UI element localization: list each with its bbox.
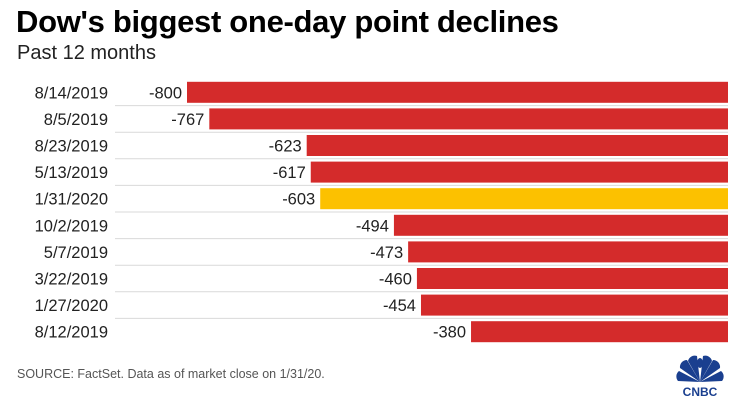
value-label: -473 [370,244,403,262]
bar [471,321,728,343]
bar [209,108,728,130]
category-label: 10/2/2019 [35,217,108,235]
logo-text: CNBC [683,385,718,399]
value-label: -454 [383,297,416,315]
category-label: 8/23/2019 [35,138,108,156]
bar [393,214,728,236]
chart-title: Dow's biggest one-day point declines [16,4,559,39]
bar [187,81,728,103]
cnbc-logo: CNBC [676,355,724,399]
category-label: 1/27/2020 [35,297,108,315]
value-label: -617 [273,164,306,182]
bar [408,241,728,263]
bar [416,268,728,289]
category-label: 5/13/2019 [35,164,108,182]
value-label: -603 [282,191,315,209]
category-label: 8/5/2019 [44,111,108,129]
category-label: 1/31/2020 [35,191,108,209]
source-note: SOURCE: FactSet. Data as of market close… [17,367,325,381]
value-label: -460 [379,271,412,289]
value-label: -494 [356,217,389,235]
value-label: -767 [171,111,204,129]
category-label: 8/14/2019 [35,84,108,102]
bar-highlight [320,188,728,210]
bar [420,294,728,316]
bar [310,161,728,183]
bar [306,135,728,156]
value-label: -380 [433,324,466,342]
value-label: -623 [269,138,302,156]
category-label: 5/7/2019 [44,244,108,262]
value-label: -800 [149,84,182,102]
bar-chart: 8/14/2019 -800 8/5/2019 -767 8/23/2019 -623 5/… [35,81,728,343]
chart-subtitle: Past 12 months [17,42,156,64]
category-label: 3/22/2019 [35,271,108,289]
peacock-icon [676,355,724,382]
category-label: 8/12/2019 [35,324,108,342]
